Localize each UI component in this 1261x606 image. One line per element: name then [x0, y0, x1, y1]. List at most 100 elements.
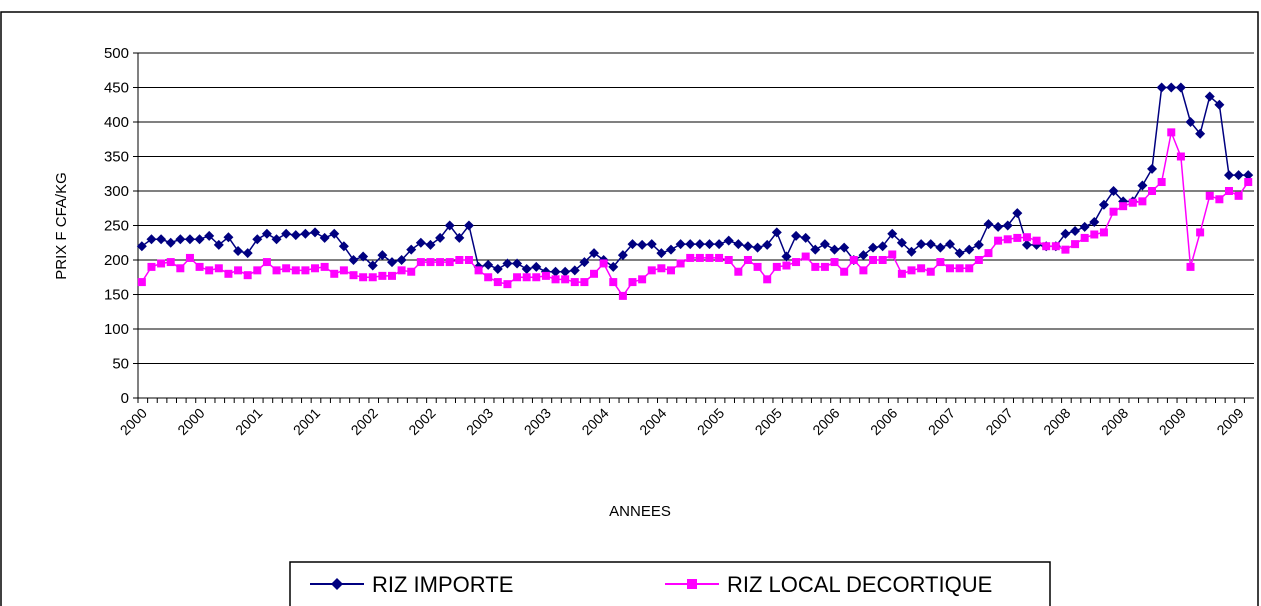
legend-box [289, 561, 1051, 606]
data-point [407, 267, 416, 276]
data-point [887, 228, 898, 239]
data-point [665, 244, 676, 255]
data-point [974, 256, 983, 264]
data-point [704, 239, 715, 250]
data-point [291, 266, 300, 275]
data-point [743, 256, 752, 264]
data-point [896, 237, 907, 248]
data-point [147, 262, 156, 271]
data-point [647, 266, 656, 275]
data-point [810, 244, 821, 255]
data-point [627, 239, 638, 250]
y-tick-label: 500 [104, 45, 129, 62]
data-point [444, 220, 455, 231]
data-point [396, 255, 407, 265]
data-point [955, 264, 964, 273]
data-point [522, 273, 531, 282]
data-point [359, 273, 368, 282]
data-point [1089, 217, 1100, 228]
data-point [1205, 191, 1214, 200]
data-point [1022, 233, 1031, 242]
y-tick-label: 0 [121, 390, 129, 407]
data-point [1098, 199, 1109, 210]
data-point [367, 260, 378, 271]
data-point [503, 280, 512, 289]
data-point [464, 256, 473, 264]
data-point [1060, 228, 1071, 239]
data-point [695, 253, 704, 262]
data-point [195, 262, 204, 271]
data-point [973, 239, 984, 250]
data-point [579, 257, 590, 268]
data-point [368, 273, 377, 282]
data-point [1070, 226, 1081, 237]
data-point [377, 250, 388, 261]
data-point [964, 244, 975, 255]
data-point [1012, 208, 1023, 219]
data-point [493, 278, 502, 287]
data-point [1215, 195, 1224, 204]
data-point [1042, 242, 1051, 251]
data-point [1080, 233, 1089, 242]
data-point [666, 266, 675, 275]
data-point [1196, 228, 1205, 237]
data-point [742, 241, 753, 252]
data-point [426, 258, 435, 267]
data-point [1214, 99, 1225, 110]
data-point [1223, 170, 1234, 181]
legend: RIZ IMPORTE RIZ LOCAL DECORTIQUE [289, 561, 1051, 606]
data-point [483, 259, 494, 270]
data-point [686, 253, 695, 262]
data-point [454, 232, 465, 243]
data-point [272, 266, 281, 275]
data-point [1224, 187, 1233, 195]
data-point [608, 261, 619, 272]
data-point [1167, 128, 1176, 137]
data-point [1079, 221, 1090, 232]
data-point [1244, 178, 1253, 187]
data-point [994, 236, 1003, 245]
data-point [378, 271, 387, 280]
data-point [936, 258, 945, 267]
data-point [1108, 186, 1119, 196]
data-point [840, 267, 849, 276]
data-point [935, 242, 946, 253]
data-point [617, 250, 628, 261]
data-point [1013, 233, 1022, 242]
data-point [984, 249, 993, 258]
data-point [243, 271, 252, 280]
data-point [723, 235, 734, 246]
data-point [781, 251, 792, 262]
data-point [830, 258, 839, 267]
data-point [329, 228, 340, 239]
data-point [1061, 245, 1070, 254]
data-point [1119, 202, 1128, 211]
legend-marker [331, 578, 343, 590]
data-point [224, 269, 233, 278]
data-point [1186, 262, 1195, 271]
data-point [1138, 197, 1147, 206]
data-point [436, 258, 445, 267]
y-tick-label: 250 [104, 218, 129, 235]
data-point [839, 242, 850, 253]
data-point [1233, 170, 1244, 181]
data-point [261, 228, 272, 239]
data-point [521, 263, 532, 274]
data-point [656, 248, 667, 259]
data-point [463, 220, 474, 231]
data-point [753, 262, 762, 271]
data-point [406, 244, 417, 255]
data-point [223, 232, 234, 243]
data-point [800, 232, 811, 243]
data-point [965, 264, 974, 273]
data-point [1099, 228, 1108, 237]
data-point [849, 256, 858, 264]
data-point [570, 278, 579, 287]
data-point [425, 239, 436, 250]
y-tick-label: 50 [112, 356, 129, 373]
data-point [1128, 198, 1137, 207]
data-point [906, 246, 917, 257]
data-point [176, 264, 185, 273]
data-point [694, 239, 705, 250]
